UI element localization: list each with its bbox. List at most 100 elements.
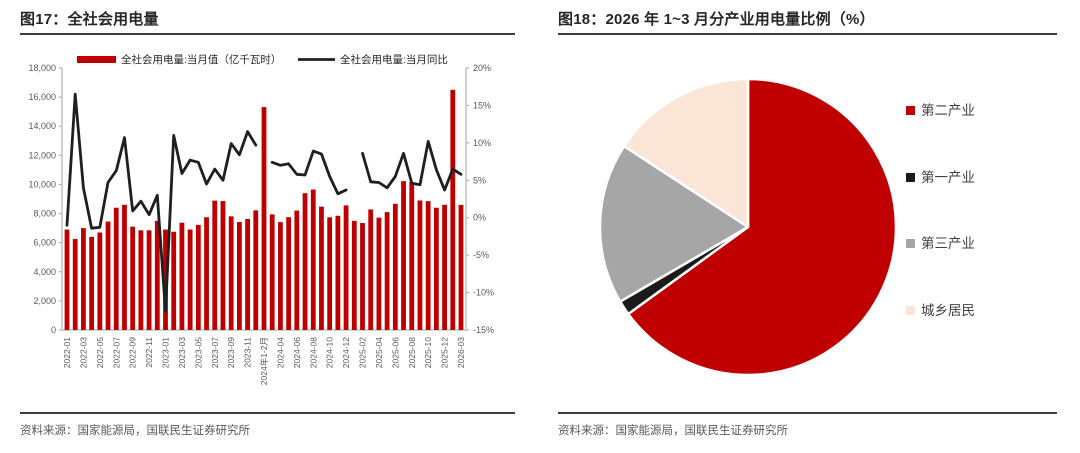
x-axis-label: 2022-01	[62, 337, 72, 368]
right-axis-label: 5%	[473, 175, 486, 185]
pie-slice-tertiary-industry	[598, 144, 750, 303]
x-axis-label: 2023-05	[193, 337, 203, 368]
x-axis-label: 2023-09	[226, 337, 236, 368]
pie-legend-swatch-residents	[906, 306, 915, 315]
right-axis-label: -5%	[473, 250, 489, 260]
left-axis-label: 2,000	[33, 296, 56, 306]
yoy-line	[65, 92, 258, 313]
pie-slice-residents	[622, 77, 750, 229]
consumption-bar	[442, 204, 447, 330]
x-axis-label: 2022-09	[128, 337, 138, 368]
consumption-bar	[122, 204, 127, 330]
x-axis-label: 2023-01	[161, 337, 171, 368]
right-axis-label: 20%	[473, 63, 491, 73]
pie-legend-swatch-primary-industry	[906, 173, 915, 182]
consumption-bar	[163, 229, 168, 330]
consumption-bar	[319, 206, 324, 330]
consumption-bar	[130, 226, 136, 330]
consumption-bar	[335, 215, 341, 330]
consumption-bar	[187, 229, 193, 330]
x-axis-label: 2023-07	[210, 337, 220, 368]
consumption-bar	[89, 236, 95, 330]
consumption-bar	[310, 189, 316, 330]
consumption-bar	[220, 201, 226, 330]
consumption-bar	[343, 205, 349, 330]
x-axis-label: 2023-11	[243, 337, 253, 368]
consumption-bar	[302, 193, 308, 330]
consumption-bar	[458, 204, 464, 330]
consumption-bar	[245, 218, 250, 330]
consumption-bar	[286, 217, 292, 330]
right-axis-label: -10%	[473, 288, 494, 298]
x-axis-label: 2024-06	[292, 337, 302, 368]
left-axis-label: 8,000	[33, 209, 56, 219]
left-axis-label: 4,000	[33, 267, 56, 277]
consumption-bar	[236, 221, 242, 330]
consumption-bar	[409, 182, 415, 330]
consumption-bar	[261, 107, 267, 330]
left-axis-label: 16,000	[28, 92, 56, 102]
pie-legend-swatch-secondary-industry	[906, 106, 915, 115]
pie-legend-swatch-tertiary-industry	[906, 239, 915, 248]
consumption-bar	[105, 221, 111, 330]
legend-bar-label: 全社会用电量:当月值（亿千瓦时）	[121, 53, 281, 66]
x-axis-label: 2025-06	[390, 337, 400, 368]
consumption-bar	[81, 228, 86, 330]
figure-18-source: 资料来源：国家能源局，国联民生证券研究所	[558, 425, 788, 437]
consumption-bar	[195, 224, 201, 330]
left-axis-label: 10,000	[28, 179, 56, 189]
x-axis-label: 2022-11	[144, 337, 154, 368]
left-axis-label: 18,000	[28, 63, 56, 73]
right-axis-label: 15%	[473, 100, 491, 110]
consumption-bar	[417, 200, 423, 330]
consumption-bar	[425, 201, 431, 330]
pie-slice-secondary-industry	[627, 77, 898, 377]
consumption-bar	[72, 239, 78, 330]
x-axis-label: 2025-10	[423, 337, 433, 368]
consumption-bar	[97, 232, 103, 330]
consumption-bar	[294, 210, 300, 330]
figure-18-title-rule	[558, 33, 1057, 35]
consumption-bar	[154, 220, 160, 330]
yoy-line	[361, 140, 463, 192]
consumption-bar	[269, 214, 275, 330]
consumption-bar	[351, 220, 357, 330]
x-axis-label: 2022-07	[111, 337, 121, 368]
figure-17-title-rule	[20, 33, 515, 35]
x-axis-label: 2023-03	[177, 337, 187, 368]
x-axis-label: 2025-02	[358, 337, 368, 368]
legend-bar-swatch	[77, 56, 116, 63]
figure-17-source: 资料来源：国家能源局，国联民生证券研究所	[20, 425, 250, 437]
right-axis-label: -15%	[473, 325, 494, 335]
consumption-bar	[228, 216, 234, 330]
yoy-line	[270, 149, 348, 196]
figure-17-title: 图17：全社会用电量	[20, 11, 159, 28]
left-axis-label: 14,000	[28, 121, 56, 131]
consumption-bar	[253, 210, 259, 330]
x-axis-label: 2024-10	[325, 337, 335, 368]
figure-18-bottom-rule	[558, 412, 1057, 414]
consumption-bar	[376, 217, 382, 330]
x-axis-label: 2024-04	[275, 337, 285, 368]
consumption-bar	[179, 222, 185, 330]
consumption-bar	[64, 229, 70, 330]
x-axis-label: 2022-03	[78, 337, 88, 368]
consumption-bar	[384, 212, 390, 330]
x-axis-label: 2022-05	[95, 337, 105, 368]
x-axis-label: 2025-04	[374, 337, 384, 368]
pie-legend-label-residents: 城乡居民	[921, 303, 975, 318]
consumption-bar	[204, 217, 209, 330]
consumption-bar	[433, 207, 439, 330]
consumption-bar	[392, 203, 398, 330]
x-axis-label: 2025-08	[407, 337, 417, 368]
pie-legend-label-tertiary-industry: 第三产业	[921, 235, 975, 251]
x-axis-label: 2026-03	[456, 337, 466, 368]
x-axis-label: 2024-08	[308, 337, 318, 368]
left-axis-label: 6,000	[33, 238, 56, 248]
figure-17-bottom-rule	[20, 412, 515, 414]
figure-18-title: 图18：2026 年 1~3 月分产业用电量比例（%）	[558, 11, 875, 28]
consumption-bar	[138, 230, 144, 330]
pie-legend-label-primary-industry: 第一产业	[921, 169, 975, 185]
consumption-bar	[113, 207, 119, 330]
